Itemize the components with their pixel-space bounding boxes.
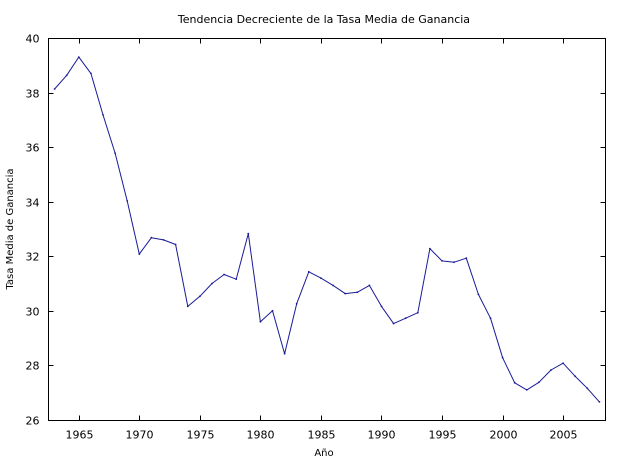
- y-tick-label: 36: [26, 142, 40, 155]
- x-tick-label: 2005: [550, 429, 578, 442]
- y-axis-label: Tasa Media de Ganancia: [5, 168, 16, 290]
- plot-frame: [48, 38, 606, 421]
- data-point: [598, 401, 601, 403]
- data-point: [283, 352, 286, 355]
- data-point: [356, 291, 359, 294]
- y-tick-label: 40: [26, 33, 40, 46]
- data-point: [574, 375, 577, 378]
- x-tick-label: 2000: [490, 429, 518, 442]
- data-point: [380, 305, 383, 308]
- data-point: [465, 257, 468, 260]
- data-point: [404, 317, 407, 320]
- data-point: [114, 152, 116, 155]
- data-point: [489, 317, 492, 320]
- data-point: [65, 74, 68, 77]
- y-tick-label: 30: [26, 306, 40, 319]
- data-point: [416, 311, 419, 314]
- data-point: [368, 284, 371, 287]
- data-point: [162, 239, 165, 241]
- data-point: [53, 88, 56, 90]
- y-tick-label: 34: [26, 197, 40, 210]
- data-point: [392, 322, 395, 325]
- data-point: [223, 273, 226, 276]
- data-point: [90, 72, 92, 75]
- data-point: [320, 277, 322, 279]
- data-point: [332, 284, 334, 287]
- data-point: [501, 356, 504, 359]
- x-tick-label: 1990: [368, 429, 396, 442]
- data-point: [259, 320, 262, 323]
- series-line: [54, 56, 600, 403]
- x-tick-label: 1995: [429, 429, 457, 442]
- y-tick-label: 32: [26, 251, 40, 264]
- data-point: [307, 270, 310, 273]
- data-point: [429, 247, 431, 250]
- data-point: [477, 293, 480, 296]
- y-tick-label: 26: [26, 415, 40, 428]
- data-point: [199, 295, 201, 298]
- data-point: [211, 282, 213, 285]
- chart-title: Tendencia Decreciente de la Tasa Media d…: [177, 13, 470, 26]
- data-point: [453, 261, 455, 264]
- data-point: [295, 302, 298, 305]
- y-tick-label: 28: [26, 360, 40, 373]
- data-point: [441, 260, 443, 262]
- data-point: [562, 362, 564, 365]
- data-point: [174, 243, 177, 246]
- x-axis-label: Año: [314, 448, 333, 459]
- x-tick-label: 1985: [308, 429, 336, 442]
- data-point: [138, 253, 141, 256]
- data-point: [150, 236, 153, 239]
- data-point: [513, 381, 516, 384]
- x-tick-label: 1965: [66, 429, 94, 442]
- data-point: [102, 114, 104, 116]
- data-point: [247, 232, 250, 235]
- y-tick-label: 38: [26, 88, 40, 101]
- x-tick-label: 1970: [126, 429, 154, 442]
- data-point: [126, 200, 129, 202]
- data-point: [538, 381, 540, 384]
- data-point: [525, 389, 528, 391]
- data-point: [235, 278, 238, 281]
- data-point: [77, 56, 80, 58]
- data-point: [271, 309, 274, 312]
- data-point: [186, 305, 189, 308]
- data-point: [586, 387, 589, 390]
- x-tick-label: 1975: [187, 429, 215, 442]
- x-tick-label: 1980: [247, 429, 275, 442]
- data-point: [344, 292, 347, 295]
- data-point: [550, 369, 552, 371]
